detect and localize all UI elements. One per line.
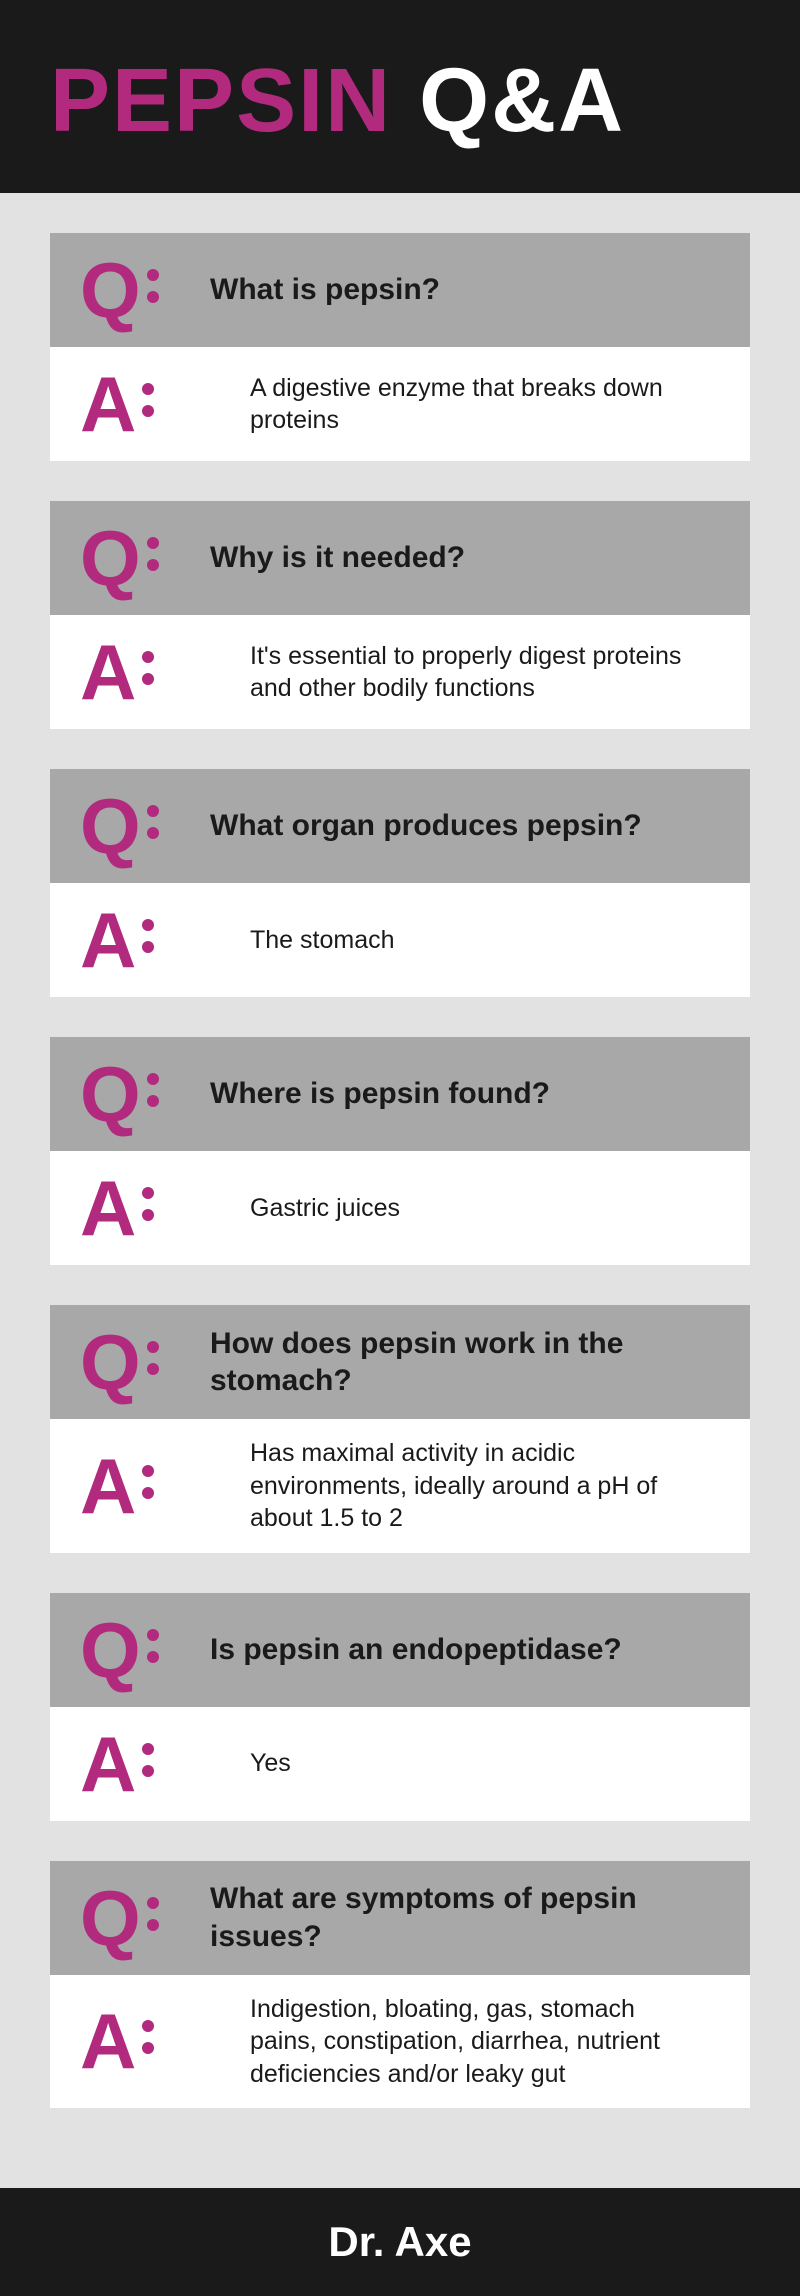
answer-row: AA digestive enzyme that breaks down pro… xyxy=(50,347,750,461)
qa-block: QIs pepsin an endopeptidase?AYes xyxy=(50,1593,750,1821)
question-row: QWhat organ produces pepsin? xyxy=(50,769,750,883)
qa-block: QWhere is pepsin found?AGastric juices xyxy=(50,1037,750,1265)
title-word-2: Q&A xyxy=(419,51,625,151)
question-text: Is pepsin an endopeptidase? xyxy=(210,1631,622,1669)
question-text: What are symptoms of pepsin issues? xyxy=(210,1880,720,1955)
qa-block: QWhat are symptoms of pepsin issues?AInd… xyxy=(50,1861,750,2109)
answer-row: AGastric juices xyxy=(50,1151,750,1265)
answer-text: Has maximal activity in acidic environme… xyxy=(210,1437,690,1535)
question-row: QIs pepsin an endopeptidase? xyxy=(50,1593,750,1707)
question-row: QHow does pepsin work in the stomach? xyxy=(50,1305,750,1419)
answer-row: AThe stomach xyxy=(50,883,750,997)
a-label: A xyxy=(80,1169,210,1247)
question-row: QWhat are symptoms of pepsin issues? xyxy=(50,1861,750,1975)
qa-block: QHow does pepsin work in the stomach?AHa… xyxy=(50,1305,750,1553)
qa-list: QWhat is pepsin?AA digestive enzyme that… xyxy=(0,193,800,2188)
question-row: QWhy is it needed? xyxy=(50,501,750,615)
a-label: A xyxy=(80,1725,210,1803)
question-text: Where is pepsin found? xyxy=(210,1075,550,1113)
q-label: Q xyxy=(80,1055,210,1133)
answer-text: It's essential to properly digest protei… xyxy=(210,640,690,705)
q-label: Q xyxy=(80,1879,210,1957)
question-row: QWhere is pepsin found? xyxy=(50,1037,750,1151)
question-text: What is pepsin? xyxy=(210,271,440,309)
answer-text: Yes xyxy=(210,1747,291,1780)
qa-block: QWhat organ produces pepsin?AThe stomach xyxy=(50,769,750,997)
answer-row: AIt's essential to properly digest prote… xyxy=(50,615,750,729)
answer-row: AIndigestion, bloating, gas, stomach pai… xyxy=(50,1975,750,2109)
answer-text: The stomach xyxy=(210,924,395,957)
a-label: A xyxy=(80,1447,210,1525)
q-label: Q xyxy=(80,1611,210,1689)
question-row: QWhat is pepsin? xyxy=(50,233,750,347)
answer-text: Indigestion, bloating, gas, stomach pain… xyxy=(210,1993,690,2091)
answer-row: AYes xyxy=(50,1707,750,1821)
title-word-1: PEPSIN xyxy=(50,51,392,151)
answer-text: A digestive enzyme that breaks down prot… xyxy=(210,372,690,437)
answer-text: Gastric juices xyxy=(210,1192,400,1225)
q-label: Q xyxy=(80,787,210,865)
q-label: Q xyxy=(80,1323,210,1401)
a-label: A xyxy=(80,2002,210,2080)
footer-text: Dr. Axe xyxy=(328,2218,471,2265)
qa-block: QWhat is pepsin?AA digestive enzyme that… xyxy=(50,233,750,461)
a-label: A xyxy=(80,901,210,979)
answer-row: AHas maximal activity in acidic environm… xyxy=(50,1419,750,1553)
a-label: A xyxy=(80,365,210,443)
page-title: PEPSIN Q&A xyxy=(50,50,760,153)
qa-block: QWhy is it needed?AIt's essential to pro… xyxy=(50,501,750,729)
q-label: Q xyxy=(80,519,210,597)
footer: Dr. Axe xyxy=(0,2188,800,2296)
question-text: What organ produces pepsin? xyxy=(210,807,642,845)
q-label: Q xyxy=(80,251,210,329)
a-label: A xyxy=(80,633,210,711)
question-text: How does pepsin work in the stomach? xyxy=(210,1325,720,1400)
header: PEPSIN Q&A xyxy=(0,0,800,193)
question-text: Why is it needed? xyxy=(210,539,465,577)
